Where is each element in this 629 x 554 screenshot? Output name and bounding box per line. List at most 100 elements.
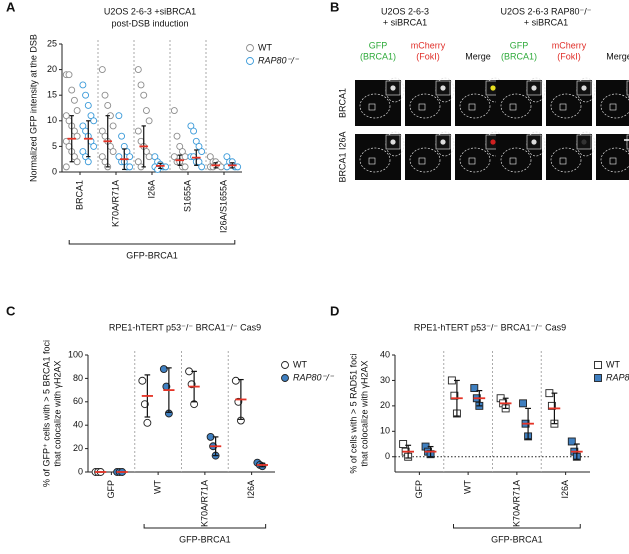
panel-label: A bbox=[6, 0, 16, 14]
row-label: BRCA1 I26A bbox=[337, 131, 347, 182]
micrograph bbox=[596, 80, 629, 126]
y-axis-label: that colocalize with γH2AX bbox=[359, 360, 369, 466]
nucleus-outline bbox=[459, 93, 491, 119]
data-point bbox=[399, 440, 408, 448]
focus bbox=[531, 139, 537, 145]
y-tick-label: 40 bbox=[380, 349, 390, 359]
data-point bbox=[450, 391, 459, 400]
data-point bbox=[134, 66, 142, 74]
data-point bbox=[470, 384, 479, 393]
group-bracket bbox=[68, 240, 236, 245]
column-header: (BRCA1) bbox=[360, 51, 396, 61]
y-tick-label: 5 bbox=[52, 141, 57, 151]
column-header: Merge bbox=[606, 51, 629, 61]
legend-label: RAP80⁻/⁻ bbox=[258, 55, 300, 65]
y-axis-label: % of GFP⁺ cells with > 5 BRCA1 foci bbox=[41, 340, 51, 487]
y-tick-label: 60 bbox=[73, 396, 83, 406]
data-point bbox=[70, 96, 78, 104]
nucleus-outline bbox=[500, 93, 532, 119]
data-point bbox=[162, 163, 170, 171]
chart-title: RPE1-hTERT p53⁻/⁻ BRCA1⁻/⁻ Cas9 bbox=[414, 322, 566, 332]
y-tick-label: 10 bbox=[47, 115, 57, 125]
data-point bbox=[138, 376, 147, 385]
focus bbox=[581, 85, 587, 91]
group-bracket bbox=[453, 524, 581, 529]
legend-marker bbox=[281, 374, 289, 382]
y-tick-label: 0 bbox=[385, 451, 390, 461]
nucleus-outline bbox=[409, 93, 441, 119]
data-point bbox=[159, 365, 168, 373]
panel-label: B bbox=[330, 0, 339, 14]
inset bbox=[626, 80, 629, 96]
data-point bbox=[82, 91, 90, 99]
column-header: GFP bbox=[369, 40, 388, 50]
data-point bbox=[181, 153, 189, 161]
y-axis-label: that colocalize with γH2AX bbox=[52, 360, 62, 466]
data-point bbox=[134, 127, 142, 135]
column-header: mCherry bbox=[411, 40, 446, 50]
y-tick-label: 30 bbox=[380, 375, 390, 385]
roi-box bbox=[609, 103, 617, 111]
y-tick-label: 20 bbox=[380, 400, 390, 410]
y-tick-label: 20 bbox=[73, 443, 83, 453]
inset bbox=[626, 134, 629, 150]
legend-label: WT bbox=[606, 359, 620, 369]
x-tick-label: I26A bbox=[146, 180, 156, 199]
roi-box bbox=[368, 103, 376, 111]
focus bbox=[490, 85, 496, 91]
data-point bbox=[198, 163, 206, 171]
focus bbox=[390, 139, 396, 145]
column-header: mCherry bbox=[552, 40, 587, 50]
roi-box bbox=[509, 103, 517, 111]
roi-box bbox=[418, 103, 426, 111]
x-tick-label: WT bbox=[463, 480, 473, 494]
focus bbox=[390, 85, 396, 91]
x-tick-label: K70A/R71A bbox=[199, 480, 209, 527]
roi-box bbox=[418, 157, 426, 165]
legend-label: WT bbox=[293, 359, 307, 369]
data-point bbox=[142, 107, 150, 115]
data-point bbox=[190, 127, 198, 135]
data-point bbox=[73, 158, 81, 166]
x-tick-label: I26A bbox=[246, 480, 256, 499]
data-point bbox=[73, 107, 81, 115]
y-tick-label: 0 bbox=[78, 466, 83, 476]
legend-marker bbox=[594, 374, 602, 382]
data-point bbox=[98, 66, 106, 74]
nucleus-outline bbox=[550, 147, 582, 173]
data-point bbox=[90, 142, 98, 150]
nucleus-outline bbox=[409, 147, 441, 173]
row-label: BRCA1 bbox=[337, 88, 347, 118]
y-tick-label: 40 bbox=[73, 420, 83, 430]
focus bbox=[490, 139, 496, 145]
roi-box bbox=[559, 157, 567, 165]
group-label: GFP-BRCA1 bbox=[179, 534, 231, 544]
legend-label: RAP80⁻/⁻ bbox=[293, 372, 335, 382]
group-bracket bbox=[143, 524, 267, 529]
legend-label: RAP80⁻/⁻ bbox=[606, 372, 629, 382]
data-point bbox=[140, 91, 148, 99]
data-point bbox=[173, 132, 181, 140]
data-point bbox=[198, 148, 206, 155]
data-point bbox=[547, 401, 556, 410]
nucleus-outline bbox=[500, 147, 532, 173]
group-header: U2OS 2-6-3 bbox=[381, 6, 429, 16]
nucleus-outline bbox=[359, 147, 391, 173]
group-label: GFP-BRCA1 bbox=[126, 250, 178, 260]
data-point bbox=[104, 101, 112, 109]
focus bbox=[440, 139, 446, 145]
roi-box bbox=[509, 157, 517, 165]
data-point bbox=[140, 400, 149, 409]
roi-box bbox=[368, 157, 376, 165]
chart-subtitle: post-DSB induction bbox=[111, 18, 188, 28]
data-point bbox=[73, 132, 81, 140]
roi-box bbox=[559, 103, 567, 111]
x-tick-label: BRCA1 bbox=[74, 180, 84, 210]
data-point bbox=[145, 117, 153, 125]
data-point bbox=[170, 107, 178, 115]
legend-marker bbox=[246, 57, 254, 65]
data-point bbox=[109, 148, 117, 155]
data-point bbox=[79, 81, 87, 89]
group-header: U2OS 2-6-3 RAP80⁻/⁻ bbox=[500, 6, 591, 16]
column-header: (FokI) bbox=[416, 51, 440, 61]
